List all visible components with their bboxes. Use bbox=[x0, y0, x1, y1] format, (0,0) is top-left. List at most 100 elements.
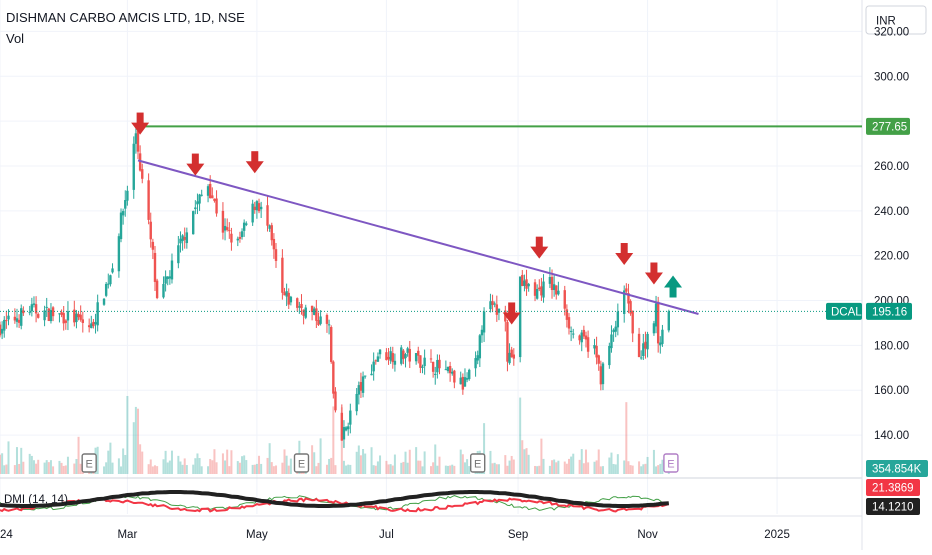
candle bbox=[474, 351, 477, 377]
candle-body bbox=[194, 207, 197, 210]
candle bbox=[391, 346, 394, 369]
volume-bar bbox=[599, 466, 602, 474]
candle-body bbox=[582, 329, 586, 337]
candle-body bbox=[512, 354, 516, 359]
candle bbox=[525, 269, 528, 296]
volume-bar bbox=[374, 465, 377, 474]
candle-body bbox=[266, 205, 269, 226]
price-tick-label: 240.00 bbox=[874, 206, 909, 218]
volume-bar bbox=[342, 460, 345, 474]
candle bbox=[429, 349, 433, 363]
candle bbox=[34, 296, 38, 323]
candle bbox=[141, 163, 144, 184]
volume-bar bbox=[510, 455, 513, 474]
volume-bar bbox=[608, 457, 611, 474]
candle-body bbox=[238, 237, 242, 239]
candle-body bbox=[497, 308, 501, 313]
volume-bar bbox=[565, 463, 568, 474]
down-arrow bbox=[644, 262, 663, 285]
candle-body bbox=[370, 373, 373, 376]
candle-body bbox=[451, 371, 454, 374]
volume-bar bbox=[432, 462, 435, 474]
volume-bar bbox=[207, 466, 210, 474]
volume-bar bbox=[64, 465, 67, 474]
volume-bar bbox=[597, 449, 600, 474]
candle bbox=[625, 283, 628, 295]
candle bbox=[51, 306, 55, 322]
volume-bar bbox=[438, 456, 441, 474]
volume-bar bbox=[534, 465, 537, 474]
dmi-indicator-label[interactable]: DMI (14, 14) bbox=[4, 494, 68, 506]
candle-body bbox=[521, 274, 524, 287]
currency-box bbox=[865, 5, 927, 35]
candle-body bbox=[13, 316, 17, 321]
candle bbox=[45, 297, 48, 317]
candle bbox=[75, 309, 78, 329]
candle-body bbox=[90, 323, 93, 329]
volume-tag: 354.854K bbox=[866, 460, 928, 477]
candle-body bbox=[177, 245, 180, 264]
candle-body bbox=[489, 301, 492, 310]
candle-body bbox=[62, 313, 65, 324]
volume-bar bbox=[449, 465, 452, 474]
candle-body bbox=[474, 358, 477, 369]
candle-body bbox=[330, 327, 333, 362]
volume-indicator-label[interactable]: Vol bbox=[6, 31, 25, 46]
down-arrow-shaft bbox=[191, 153, 199, 165]
candle-body bbox=[389, 351, 392, 361]
volume-bar bbox=[124, 454, 127, 474]
candle-body bbox=[423, 357, 426, 367]
candle bbox=[7, 309, 10, 326]
volume-bar bbox=[638, 461, 641, 474]
candle bbox=[542, 274, 545, 303]
volume-bar bbox=[311, 445, 314, 474]
currency-selector[interactable]: INR bbox=[865, 5, 927, 35]
candle bbox=[15, 308, 19, 328]
volume-bar bbox=[570, 456, 573, 474]
volume-bar bbox=[376, 461, 379, 474]
candle bbox=[378, 349, 382, 359]
candle bbox=[580, 329, 583, 352]
candle-body bbox=[34, 304, 38, 314]
down-arrow-shaft bbox=[620, 243, 628, 255]
candle-body bbox=[616, 311, 620, 328]
up-arrow bbox=[664, 275, 683, 298]
candle-body bbox=[438, 359, 441, 369]
candle bbox=[259, 201, 263, 218]
candle-body bbox=[359, 382, 363, 391]
candle-body bbox=[504, 310, 507, 322]
candle-body bbox=[332, 361, 335, 394]
candle-body bbox=[533, 282, 537, 296]
candle-body bbox=[610, 334, 613, 349]
candle-body bbox=[81, 319, 85, 323]
down-arrow-head bbox=[502, 312, 521, 325]
dmi-minus-di-tag-label: 21.3869 bbox=[872, 483, 914, 495]
down-arrow bbox=[530, 236, 549, 259]
candle bbox=[448, 361, 452, 382]
volume-bar bbox=[595, 460, 598, 474]
candle bbox=[436, 354, 439, 379]
candle bbox=[270, 222, 273, 246]
down-arrow-head bbox=[131, 122, 150, 135]
volume-bar bbox=[43, 462, 46, 474]
symbol-title[interactable]: DISHMAN CARBO AMCIS LTD, 1D, NSE bbox=[6, 10, 245, 25]
candle-body bbox=[325, 314, 329, 324]
volume-bar bbox=[47, 462, 50, 474]
candle bbox=[376, 352, 380, 362]
candle bbox=[597, 354, 600, 371]
candle bbox=[461, 373, 465, 395]
candle-body bbox=[302, 309, 305, 316]
candle bbox=[77, 312, 80, 321]
candle-body bbox=[208, 183, 212, 199]
volume-bar bbox=[251, 464, 254, 474]
volume-bar bbox=[406, 462, 409, 474]
volume-bar bbox=[642, 464, 645, 474]
time-tick-label: Jul bbox=[379, 529, 394, 541]
candle-body bbox=[47, 308, 51, 322]
candle bbox=[629, 299, 632, 316]
volume-bar bbox=[272, 466, 275, 474]
earnings-marker: E bbox=[293, 453, 310, 473]
volume-bar bbox=[393, 454, 396, 474]
candle-body bbox=[508, 352, 511, 364]
